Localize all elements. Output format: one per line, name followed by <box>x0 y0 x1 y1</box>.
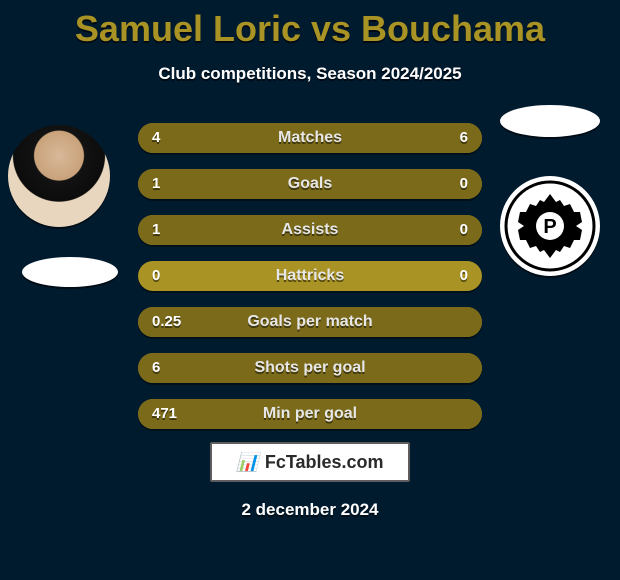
stat-value-left: 0.25 <box>152 307 181 337</box>
stat-row: Assists1 0 <box>138 215 482 245</box>
stat-value-left: 1 <box>152 215 160 245</box>
stat-value-right: 6 <box>460 123 468 153</box>
player-right-club-oval <box>500 105 600 137</box>
stat-label: Min per goal <box>138 399 482 429</box>
stat-label: Assists <box>138 215 482 245</box>
snapshot-date: 2 december 2024 <box>0 500 620 520</box>
player-right-club-badge: P <box>500 176 600 276</box>
stat-value-left: 471 <box>152 399 177 429</box>
stat-row: Hattricks0 0 <box>138 261 482 291</box>
stat-label: Matches <box>138 123 482 153</box>
stat-row: Shots per goal6 <box>138 353 482 383</box>
stat-label: Shots per goal <box>138 353 482 383</box>
stat-row: Goals1 0 <box>138 169 482 199</box>
comparison-subtitle: Club competitions, Season 2024/2025 <box>0 64 620 84</box>
comparison-title: Samuel Loric vs Bouchama <box>0 0 620 50</box>
chart-icon: 📊 <box>236 452 258 473</box>
svg-text:P: P <box>543 216 556 238</box>
stat-label: Goals <box>138 169 482 199</box>
stat-value-right: 0 <box>460 169 468 199</box>
stat-value-right: 0 <box>460 261 468 291</box>
player-left-club-oval <box>22 257 118 287</box>
stat-value-left: 4 <box>152 123 160 153</box>
stat-row: Goals per match0.25 <box>138 307 482 337</box>
eagle-badge-icon: P <box>500 176 600 276</box>
stat-value-right: 0 <box>460 215 468 245</box>
site-logo-text: FcTables.com <box>265 452 384 473</box>
stat-value-left: 1 <box>152 169 160 199</box>
stat-row: Min per goal471 <box>138 399 482 429</box>
stat-label: Goals per match <box>138 307 482 337</box>
player-left-avatar <box>8 125 110 227</box>
site-logo: 📊 FcTables.com <box>210 442 410 482</box>
stat-value-left: 0 <box>152 261 160 291</box>
stats-bars: Matches46Goals10Assists10Hattricks00Goal… <box>138 123 482 445</box>
stat-value-left: 6 <box>152 353 160 383</box>
stat-row: Matches4 6 <box>138 123 482 153</box>
stat-label: Hattricks <box>138 261 482 291</box>
